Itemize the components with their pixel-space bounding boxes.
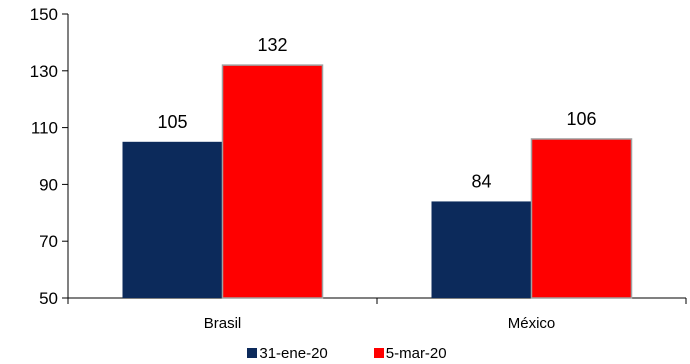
legend: 31-ene-20 5-mar-20 <box>0 343 690 363</box>
legend-swatch-series-2 <box>373 348 384 358</box>
legend-label-series-2: 5-mar-20 <box>385 344 447 362</box>
y-tick-label: 90 <box>39 175 58 194</box>
data-label-1-1: 105 <box>157 112 187 132</box>
x-category-label: México <box>508 315 556 332</box>
data-label-1-2: 84 <box>471 171 491 191</box>
legend-item-series-1: 31-ene-20 <box>247 343 328 363</box>
legend-item-series-2: 5-mar-20 <box>373 343 447 363</box>
y-tick-label: 150 <box>30 5 58 24</box>
y-tick-label: 70 <box>39 232 58 251</box>
x-axis: Brasil México <box>67 297 687 332</box>
bars <box>122 64 633 299</box>
bar-chart: 50 70 90 110 130 150 Brasil México 105 132 84 106 <box>30 5 687 332</box>
bar-2-1 <box>221 64 324 299</box>
legend-swatch-series-1 <box>247 348 258 358</box>
bar-1-1 <box>122 141 223 298</box>
legend-label-series-1: 31-ene-20 <box>259 344 328 362</box>
x-category-label: Brasil <box>204 315 242 332</box>
bar-2-2 <box>530 138 633 299</box>
data-label-2-1: 132 <box>257 35 287 55</box>
data-label-2-2: 106 <box>566 109 596 129</box>
y-axis: 50 70 90 110 130 150 <box>30 5 69 308</box>
y-tick-label: 50 <box>39 289 58 308</box>
y-tick-label: 110 <box>31 119 58 138</box>
bar-1-2 <box>431 201 532 298</box>
y-tick-label: 130 <box>30 62 58 81</box>
data-labels: 105 132 84 106 <box>157 35 596 191</box>
